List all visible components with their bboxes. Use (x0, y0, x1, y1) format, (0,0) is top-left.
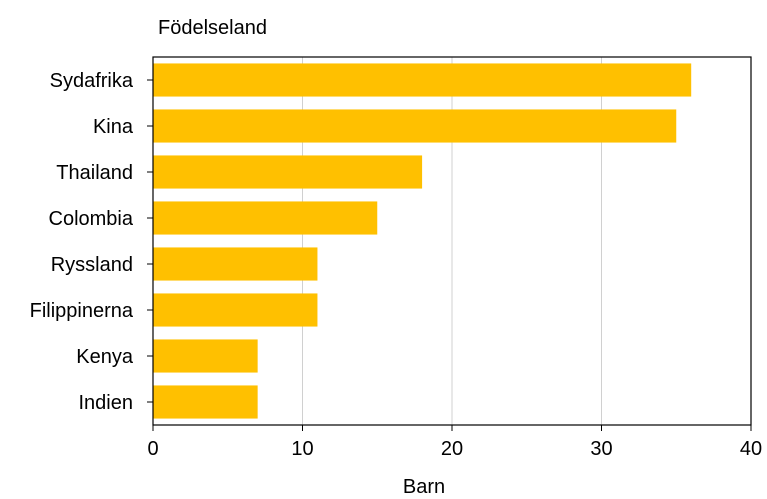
bar-kina (153, 109, 677, 143)
category-labels: Sydafrika Kina Thailand Colombia Ryssland Fil… (30, 70, 153, 414)
x-tick-label: 20 (441, 438, 463, 460)
x-tick-label: 30 (590, 438, 612, 460)
x-axis-title: Barn (403, 476, 445, 498)
x-tick-label: 0 (147, 438, 158, 460)
x-tick-label: 10 (291, 438, 313, 460)
bar-indien (153, 385, 258, 419)
x-axis-ticks: 0 10 20 30 40 (147, 425, 762, 460)
category-label: Kenya (76, 346, 134, 368)
category-axis-title: Födelseland (158, 17, 267, 39)
category-label: Thailand (56, 162, 133, 184)
bar-filippinerna (153, 293, 318, 327)
bar-thailand (153, 155, 423, 189)
bar-ryssland (153, 247, 318, 281)
category-label: Kina (93, 116, 134, 138)
category-label: Sydafrika (50, 70, 134, 92)
bar-kenya (153, 339, 258, 373)
category-label: Ryssland (51, 254, 133, 276)
category-label: Colombia (49, 208, 134, 230)
bar-colombia (153, 201, 378, 235)
category-label: Indien (79, 392, 134, 414)
bar-sydafrika (153, 63, 692, 97)
bars (153, 63, 692, 419)
category-label: Filippinerna (30, 300, 134, 322)
x-tick-label: 40 (740, 438, 762, 460)
